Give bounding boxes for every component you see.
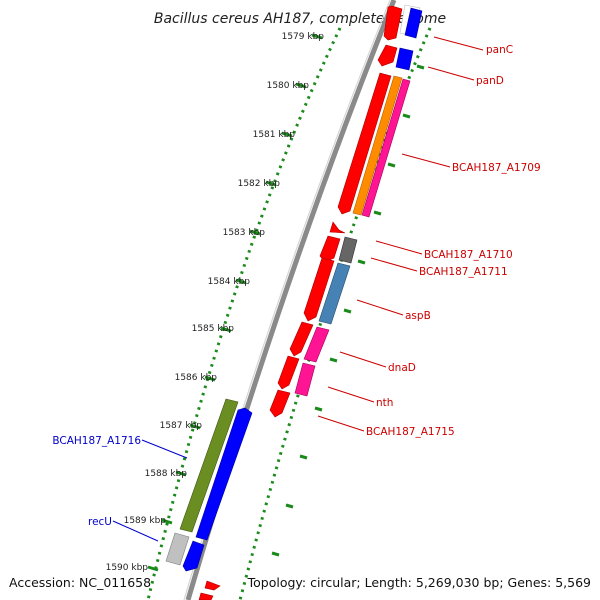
feature-next-cds-2[interactable] <box>198 592 214 600</box>
label-dnaD[interactable]: dnaD <box>388 362 416 374</box>
feature-recU-gene[interactable] <box>165 532 190 566</box>
label-panC[interactable]: panC <box>486 44 513 56</box>
tick-label-1583: 1583 kbp <box>223 228 266 238</box>
feature-dnaD-gene[interactable] <box>303 326 330 363</box>
feature-panC-cds[interactable] <box>383 5 403 41</box>
feature-panD-gene[interactable] <box>395 47 414 71</box>
topology-text: Topology: circular; Length: 5,269,030 bp… <box>247 575 591 590</box>
map-title: Bacillus cereus AH187, complete genome <box>154 11 446 27</box>
feature-nth-gene[interactable] <box>294 362 316 397</box>
label-nth[interactable]: nth <box>376 397 393 409</box>
label-a1715[interactable]: BCAH187_A1715 <box>366 426 455 438</box>
tick-labels: 1579 kbp 1580 kbp 1581 kbp 1582 kbp 1583… <box>106 32 325 573</box>
tick-label-1579: 1579 kbp <box>282 32 325 42</box>
feature-a1716-cds[interactable] <box>195 407 253 541</box>
label-a1709[interactable]: BCAH187_A1709 <box>452 162 541 174</box>
tick-label-1587: 1587 kbp <box>160 421 203 431</box>
feature-aspB-cds[interactable] <box>303 257 335 322</box>
tick-label-1590: 1590 kbp <box>106 563 149 573</box>
forward-features <box>198 4 423 600</box>
feature-nth-cds[interactable] <box>277 355 300 390</box>
feature-panD-cds[interactable] <box>377 44 398 67</box>
feature-panC-blue[interactable] <box>404 7 423 39</box>
label-panD[interactable]: panD <box>476 75 504 87</box>
feature-dnaD-cds[interactable] <box>289 321 314 357</box>
accession-text: Accession: NC_011658 <box>9 575 151 590</box>
feature-a1711-gene[interactable] <box>338 236 358 264</box>
tick-label-1585: 1585 kbp <box>192 324 235 334</box>
tick-label-1586: 1586 kbp <box>175 373 218 383</box>
tick-label-1588: 1588 kbp <box>145 469 188 479</box>
gene-labels: panC panD BCAH187_A1709 BCAH187_A1710 BC… <box>52 44 540 528</box>
forward-track-band <box>226 0 418 600</box>
feature-recU-cds[interactable] <box>182 540 205 572</box>
tick-label-1581: 1581 kbp <box>253 130 296 140</box>
feature-a1709-orange[interactable] <box>352 75 403 216</box>
label-aspB[interactable]: aspB <box>405 310 431 322</box>
feature-a1709-cds[interactable] <box>337 72 392 215</box>
label-a1711[interactable]: BCAH187_A1711 <box>419 266 508 278</box>
feature-a1715-cds[interactable] <box>269 389 291 418</box>
tick-label-1580: 1580 kbp <box>267 81 310 91</box>
tick-label-1584: 1584 kbp <box>208 277 251 287</box>
label-a1716[interactable]: BCAH187_A1716 <box>52 435 141 447</box>
feature-a1716-gene[interactable] <box>179 398 239 533</box>
feature-next-cds-1[interactable] <box>204 580 221 591</box>
tick-label-1582: 1582 kbp <box>238 179 281 189</box>
label-recU[interactable]: recU <box>88 516 112 528</box>
label-a1710[interactable]: BCAH187_A1710 <box>424 249 513 261</box>
reverse-features <box>165 398 253 572</box>
label-leaders <box>112 36 484 542</box>
tick-label-1589: 1589 kbp <box>124 516 167 526</box>
tick-dashes <box>147 33 425 572</box>
feature-aspB-gene[interactable] <box>318 262 351 325</box>
feature-a1709-pink[interactable] <box>361 78 411 218</box>
feature-a1710-cds[interactable] <box>329 221 346 234</box>
inner-tick-track <box>146 27 342 600</box>
